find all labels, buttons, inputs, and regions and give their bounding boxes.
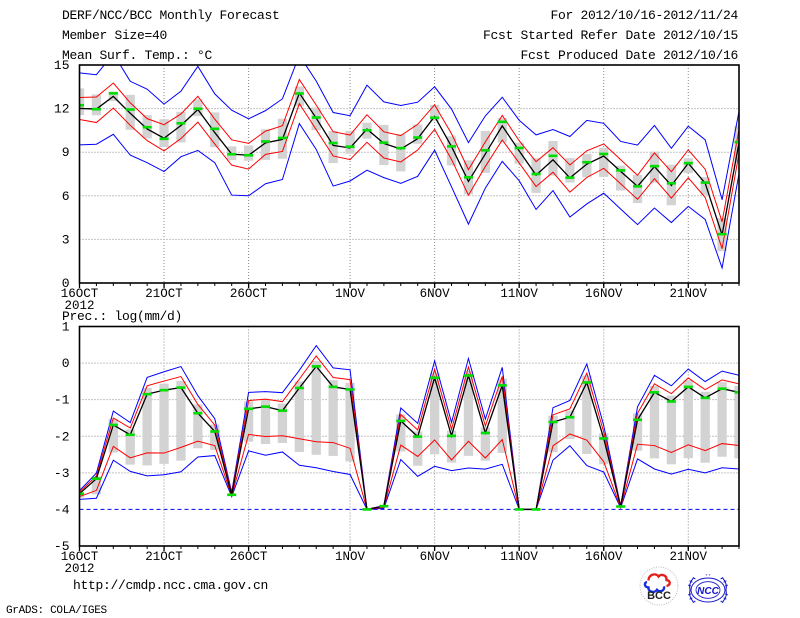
svg-text:0: 0 xyxy=(62,356,70,371)
svg-text:1NOV: 1NOV xyxy=(335,550,366,564)
svg-text:-1: -1 xyxy=(54,393,70,408)
svg-text:11NOV: 11NOV xyxy=(500,550,538,564)
svg-text:16NOV: 16NOV xyxy=(585,550,623,564)
svg-text:21OCT: 21OCT xyxy=(145,550,183,564)
svg-text:21NOV: 21NOV xyxy=(670,550,708,564)
svg-text:26OCT: 26OCT xyxy=(230,550,268,564)
svg-text:6NOV: 6NOV xyxy=(420,550,451,564)
svg-text:-4: -4 xyxy=(54,502,70,517)
svg-text:2012: 2012 xyxy=(64,562,94,576)
svg-text:1: 1 xyxy=(62,320,70,335)
svg-text:-2: -2 xyxy=(54,429,70,444)
svg-text:-3: -3 xyxy=(54,466,70,481)
